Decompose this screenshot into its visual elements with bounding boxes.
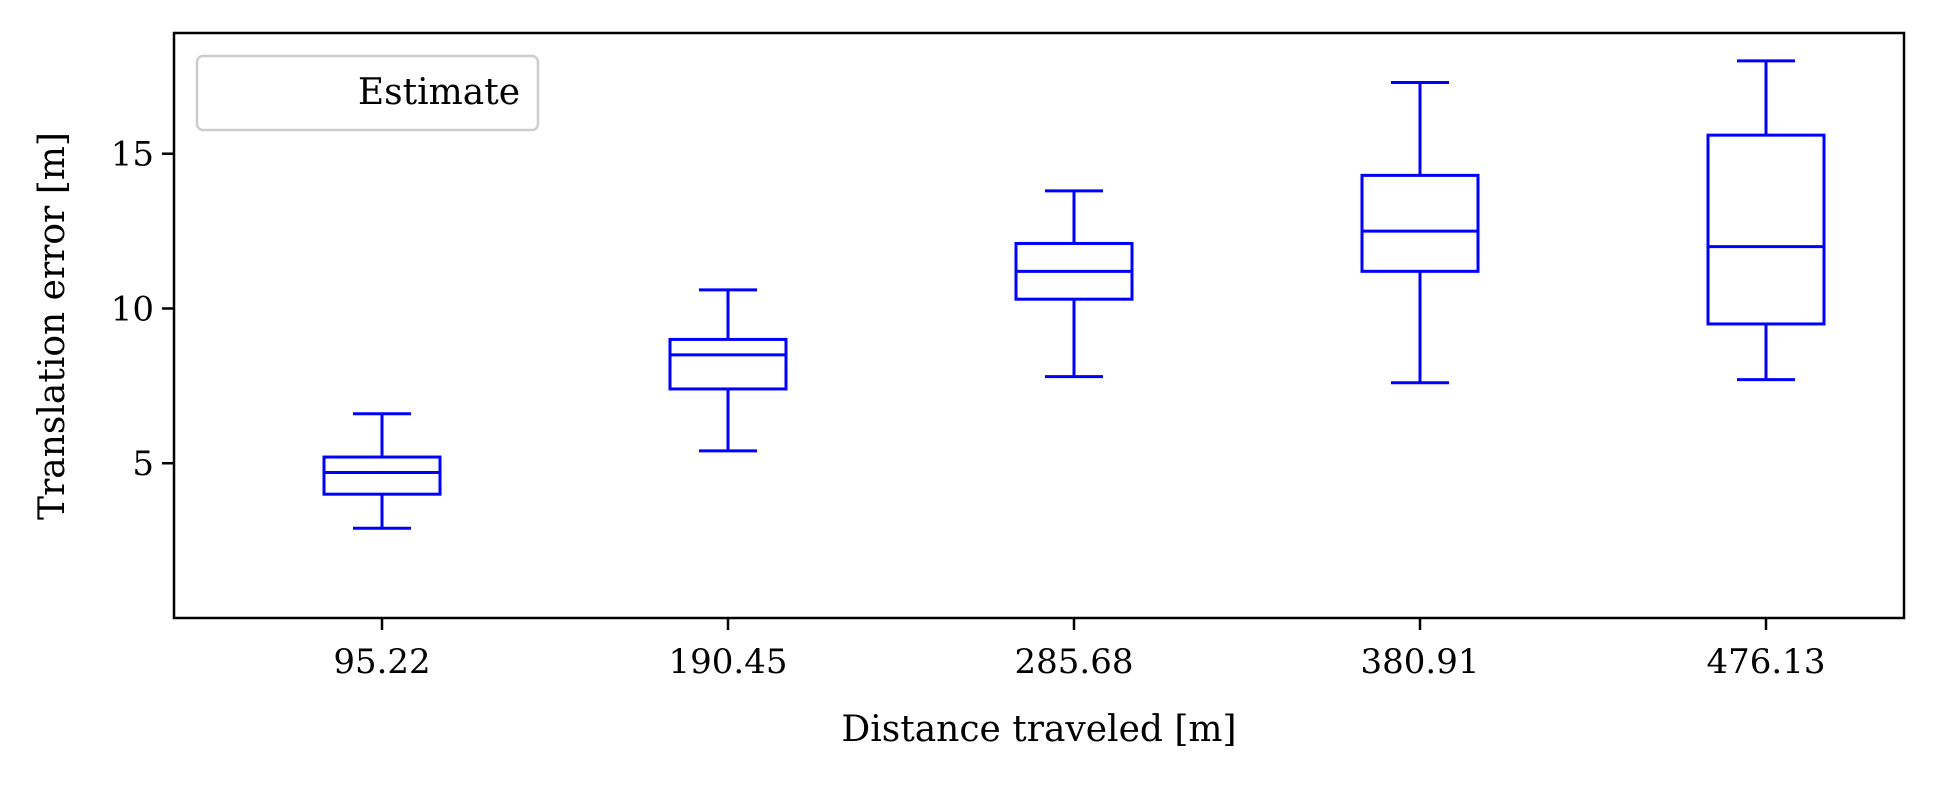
box-5 xyxy=(1706,59,1826,382)
x-tick-label: 285.68 xyxy=(1015,642,1134,682)
plot-frame xyxy=(172,31,1906,620)
x-tick-label: 380.91 xyxy=(1361,642,1480,682)
legend-box xyxy=(195,54,540,132)
y-tick-label: 10 xyxy=(111,289,154,329)
axes-layer: 95.22 190.45 285.68 380.91 476.13 5 10 15 xyxy=(111,135,1826,682)
iqr-box xyxy=(1706,133,1826,326)
box-3 xyxy=(1014,189,1134,379)
box-4 xyxy=(1360,81,1480,385)
y-tick-label: 5 xyxy=(132,444,154,484)
legend: Estimate xyxy=(195,54,540,132)
box-1 xyxy=(322,412,442,530)
iqr-box xyxy=(322,455,442,496)
boxes-layer xyxy=(322,59,1826,530)
x-tick-label: 476.13 xyxy=(1707,642,1826,682)
iqr-box xyxy=(1360,173,1480,273)
box-2 xyxy=(668,288,788,453)
legend-label-estimate: Estimate xyxy=(358,72,520,113)
x-tick-label: 190.45 xyxy=(669,642,788,682)
y-axis-title: Translation error [m] xyxy=(32,132,73,520)
y-tick-label: 15 xyxy=(111,135,154,175)
x-axis-title: Distance traveled [m] xyxy=(841,709,1236,750)
x-tick-label: 95.22 xyxy=(333,642,430,682)
iqr-box xyxy=(668,337,788,391)
